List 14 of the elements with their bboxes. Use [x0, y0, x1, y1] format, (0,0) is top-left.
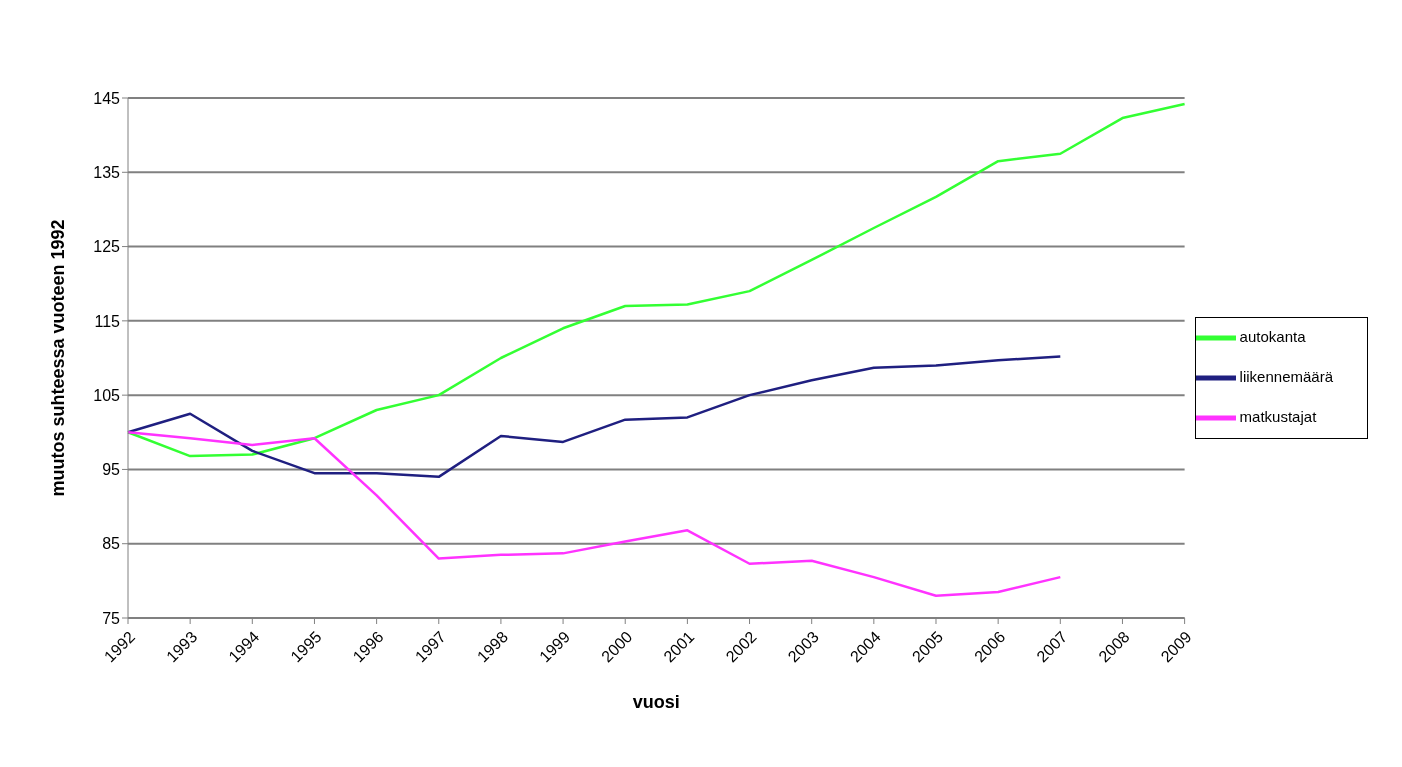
y-tick-label: 135 — [93, 163, 121, 181]
y-tick-label: 115 — [94, 312, 121, 330]
y-tick-label: 125 — [93, 238, 121, 256]
y-tick-label: 105 — [93, 386, 121, 404]
y-tick-label: 95 — [102, 461, 121, 479]
y-axis-title: muutos suhteessa vuoteen 1992 — [48, 219, 69, 497]
line-series — [126, 431, 1062, 597]
y-tick-label: 75 — [102, 609, 121, 627]
legend-label: liikennemäärä — [1239, 367, 1334, 385]
x-axis-title: vuosi — [632, 692, 680, 712]
legend-label: matkustajat — [1239, 407, 1318, 425]
y-tick-label: 145 — [93, 89, 121, 107]
legend-label: autokanta — [1239, 327, 1307, 345]
y-tick-label: 85 — [102, 535, 121, 553]
